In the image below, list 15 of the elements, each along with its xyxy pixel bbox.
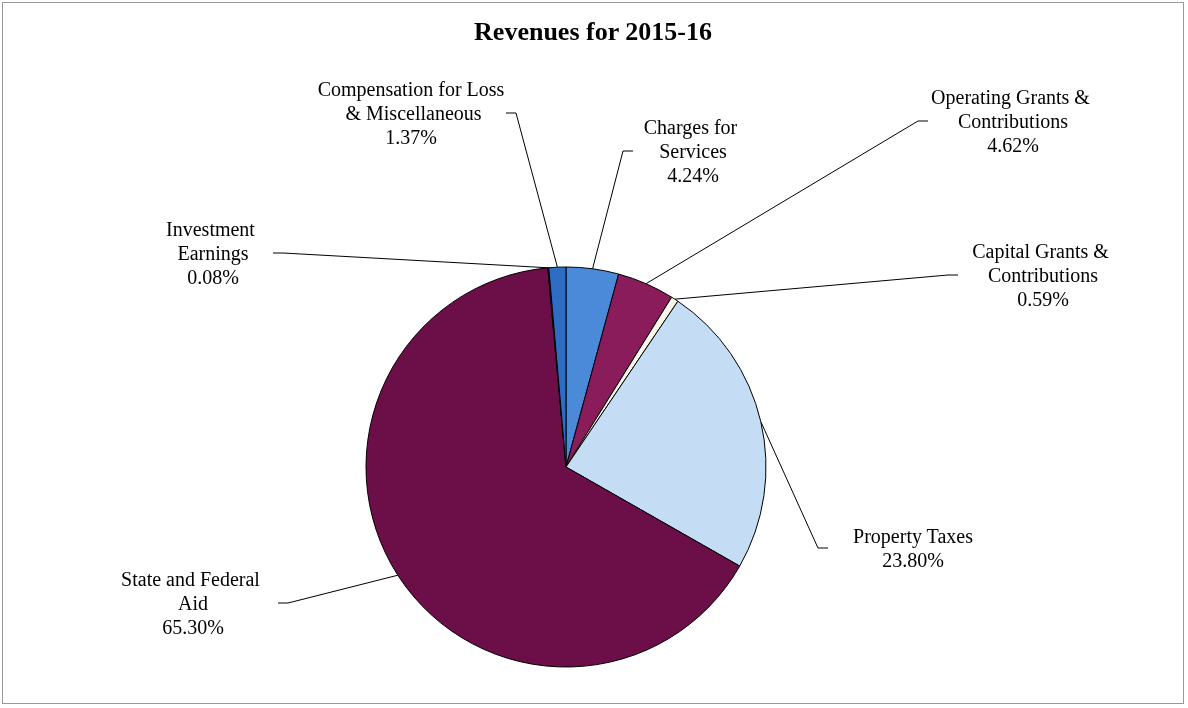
slice-label: Investment Earnings [166,218,260,265]
data-label: 0.59% [1017,288,1069,310]
chart-title: Revenues for 2015-16 [474,16,712,46]
slice-label: Capital Grants & Contributions [972,240,1114,286]
slice-label: Compensation for Loss & Miscellaneous [317,78,505,124]
data-label: 0.08% [187,266,239,288]
data-label: 1.37% [385,126,437,148]
data-label: 65.30% [162,616,224,638]
slice-label: State and Federal Aid [121,568,265,614]
slice-label: Charges for Services [643,116,743,162]
data-label: 23.80% [882,549,944,571]
data-label: 4.62% [987,134,1039,156]
slice-label: Property Taxes [853,525,974,548]
data-label: 4.24% [667,164,719,186]
slice-label: Operating Grants & Contributions [931,86,1095,132]
